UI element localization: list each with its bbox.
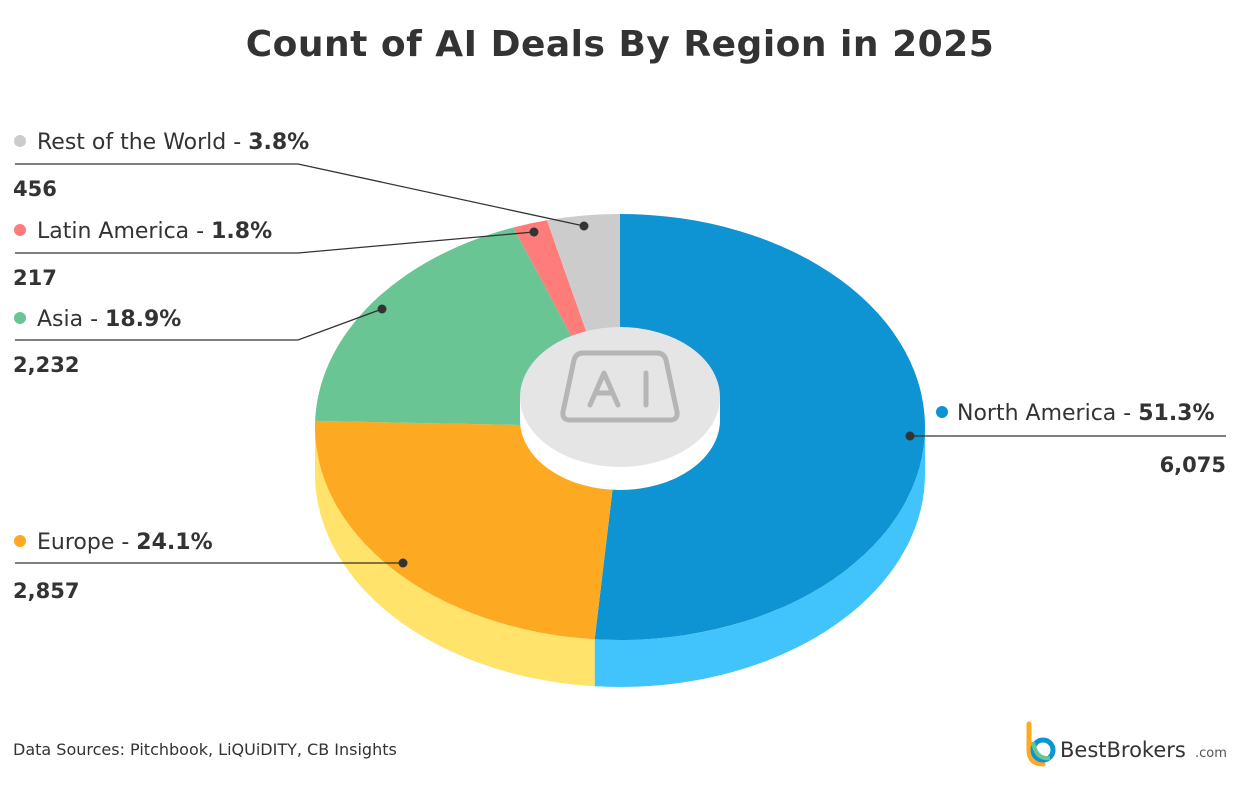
chart-title: Count of AI Deals By Region in 2025 — [246, 24, 995, 65]
slice-count: 6,075 — [1160, 453, 1226, 477]
pie-side-walls — [315, 427, 925, 687]
leader-line — [15, 163, 585, 227]
slice-count: 2,857 — [13, 579, 79, 603]
legend-marker — [14, 535, 26, 547]
slice-north-america — [594, 214, 925, 641]
leader-dot — [529, 227, 539, 237]
leader-line — [15, 231, 535, 254]
side-wall-north-america — [594, 427, 925, 687]
ai-chip-icon — [560, 350, 680, 423]
bestbrokers-logo: BestBrokers .com — [1026, 721, 1227, 767]
legend-marker — [936, 406, 948, 418]
leader-line — [15, 308, 383, 341]
label-north-america: North America - 51.3% 6,075 — [905, 401, 1226, 477]
side-wall-europe — [315, 427, 595, 687]
slice-percent: 3.8% — [248, 130, 309, 155]
label-europe: Europe - 24.1% 2,857 — [13, 530, 408, 603]
slice-name: Latin America - — [37, 219, 211, 244]
slice-labels: North America - 51.3% 6,075 Europe - 24.1%… — [13, 130, 1226, 603]
slice-name: Rest of the World - — [37, 130, 248, 155]
slice-europe — [314, 420, 620, 640]
slice-label: Rest of the World - 3.8% — [37, 130, 309, 155]
leader-dot — [398, 558, 408, 568]
slice-label: Latin America - 1.8% — [37, 219, 272, 244]
slice-name: North America - — [957, 401, 1138, 426]
slice-count: 456 — [13, 177, 57, 201]
legend-marker — [14, 224, 26, 236]
slice-label: North America - 51.3% — [957, 401, 1215, 426]
legend-marker — [14, 312, 26, 324]
logo-name: BestBrokers — [1060, 738, 1186, 762]
slice-label: Asia - 18.9% — [37, 307, 181, 332]
slice-count: 2,232 — [13, 353, 79, 377]
slice-count: 217 — [13, 266, 57, 290]
label-asia: Asia - 18.9% 2,232 — [13, 304, 387, 377]
leader-dot — [905, 431, 915, 441]
slice-percent: 51.3% — [1138, 401, 1214, 426]
slice-name: Europe - — [37, 530, 136, 555]
data-sources: Data Sources: Pitchbook, LiQUiDITY, CB I… — [13, 740, 397, 759]
slice-percent: 18.9% — [105, 307, 181, 332]
label-rest-of-the-world: Rest of the World - 3.8% 456 — [13, 130, 589, 231]
logo-suffix: .com — [1195, 746, 1227, 761]
bestbrokers-b-logo-icon — [1026, 721, 1056, 767]
hub-top — [520, 327, 720, 467]
slice-percent: 1.8% — [211, 219, 272, 244]
center-hub — [520, 327, 720, 490]
slice-name: Asia - — [37, 307, 105, 332]
label-latin-america: Latin America - 1.8% 217 — [13, 219, 539, 290]
leader-dot — [377, 304, 387, 314]
slice-percent: 24.1% — [136, 530, 212, 555]
legend-marker — [14, 135, 26, 147]
leader-dot — [579, 221, 589, 231]
slice-label: Europe - 24.1% — [37, 530, 213, 555]
